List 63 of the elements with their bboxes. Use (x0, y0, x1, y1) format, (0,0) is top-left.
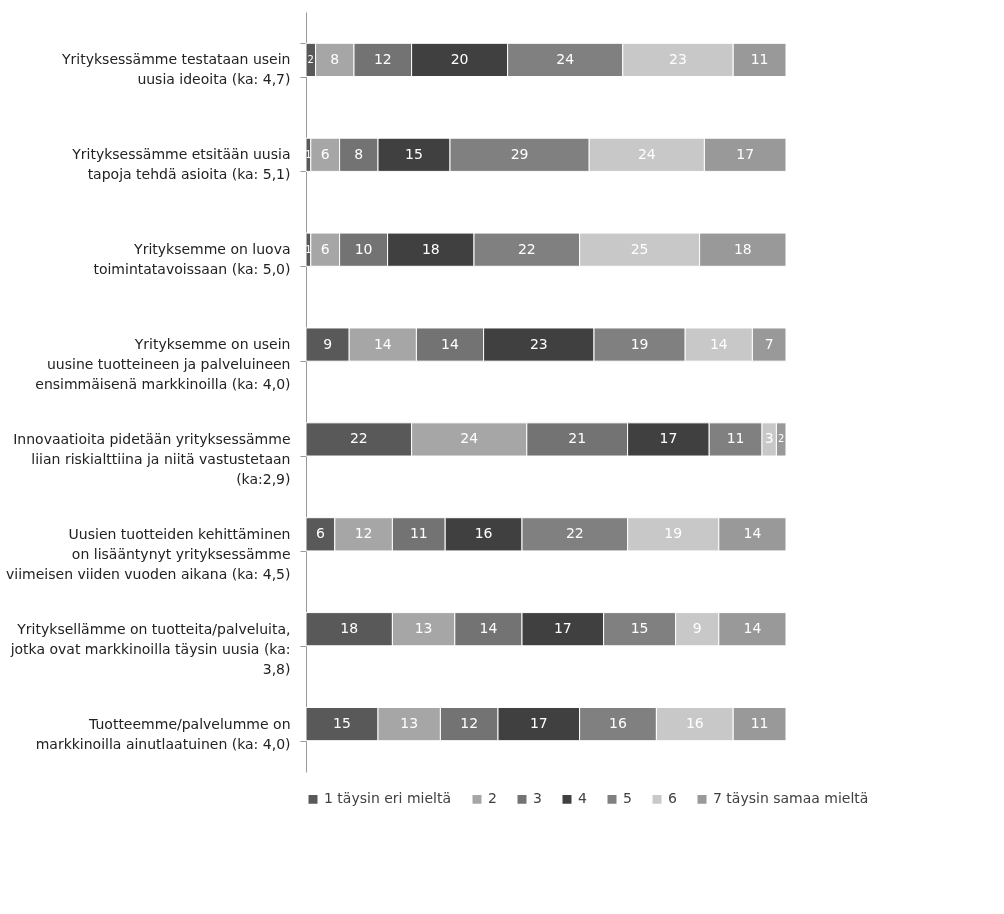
data-label: 11 (750, 715, 769, 732)
y-tick-label: Innovaatioita pidetään yrityksessämme liian riskialttiina ja niitä vastustetaan (ka:2,9) (13, 430, 291, 487)
data-label: 24 (460, 430, 479, 447)
data-label: 15 (405, 145, 423, 162)
data-label: 15 (333, 715, 351, 732)
data-label: 6 (320, 145, 330, 162)
legend-label: 6 (668, 790, 677, 807)
data-label: 18 (733, 240, 752, 257)
data-label: 13 (414, 620, 433, 637)
data-label: 19 (630, 335, 649, 352)
data-label: 17 (529, 715, 548, 732)
data-label: 8 (330, 50, 340, 67)
data-label: 11 (726, 430, 745, 447)
data-label: 11 (750, 50, 769, 67)
data-label: 11 (409, 525, 428, 542)
y-tick-label: Yrityksessämme etsitään uusia tapoja tehdä asioita (ka: 5,1) (71, 146, 291, 183)
data-label: 14 (743, 525, 762, 542)
data-label: 12 (460, 715, 479, 732)
y-tick-label: Yrityksellämme on tuotteita/palveluita, jotka ovat markkinoilla täysin uusia (ka: 3,8) (9, 620, 291, 677)
data-label: 1 (305, 243, 312, 255)
data-label: 2 (307, 53, 314, 65)
y-tick-label: Tuotteemme/palvelumme on markkinoilla ainutlaatuinen (ka: 4,0) (35, 715, 291, 752)
data-label: 6 (320, 240, 330, 257)
y-tick-label: Yrityksemme on usein uusine tuotteineen ja palveluineen ensimmäisenä markkinoilla (ka: 4,0) (35, 336, 291, 393)
data-label: 17 (553, 620, 572, 637)
data-label: 24 (556, 50, 575, 67)
data-label: 14 (373, 335, 392, 352)
y-tick-label: Uusien tuotteiden kehittäminen on lisääntynyt yrityksessämme viimeisen viiden vuoden aikana (ka: 4,5) (6, 525, 291, 582)
data-label: 15 (630, 620, 649, 637)
data-label: 12 (354, 525, 373, 542)
y-tick-label: Yrityksessämme testataan usein uusia ideoita (ka: 4,7) (61, 51, 291, 88)
legend-label: 5 (623, 790, 632, 807)
legend-label: 4 (578, 790, 587, 807)
legend-label: 2 (488, 790, 497, 807)
data-label: 20 (450, 50, 469, 67)
data-label: 8 (354, 145, 364, 162)
data-label: 16 (474, 525, 493, 542)
data-label: 22 (349, 430, 368, 447)
data-label: 14 (479, 620, 498, 637)
data-label: 22 (565, 525, 584, 542)
data-label: 9 (323, 335, 333, 352)
data-label: 29 (510, 145, 529, 162)
data-label: 2 (778, 433, 785, 445)
data-label: 21 (568, 430, 587, 447)
data-label: 17 (736, 145, 755, 162)
data-label: 14 (441, 335, 459, 352)
data-label: 12 (373, 50, 392, 67)
data-label: 22 (517, 240, 536, 257)
data-label: 13 (400, 715, 419, 732)
data-label: 16 (609, 715, 627, 732)
data-label: 17 (659, 430, 678, 447)
legend-label: 3 (533, 790, 542, 807)
data-label: 14 (743, 620, 762, 637)
data-label: 6 (315, 525, 325, 542)
legend-label: 7 täysin samaa mieltä (713, 790, 869, 807)
data-label: 10 (354, 240, 373, 257)
legend-label: 1 täysin eri mieltä (324, 790, 452, 807)
data-label: 18 (421, 240, 440, 257)
data-label: 23 (529, 335, 548, 352)
y-tick-label: Yrityksemme on luova toimintatavoissaan (ka: 5,0) (93, 241, 291, 278)
data-label: 18 (340, 620, 359, 637)
data-label: 1 (305, 148, 312, 160)
data-label: 7 (764, 335, 774, 352)
